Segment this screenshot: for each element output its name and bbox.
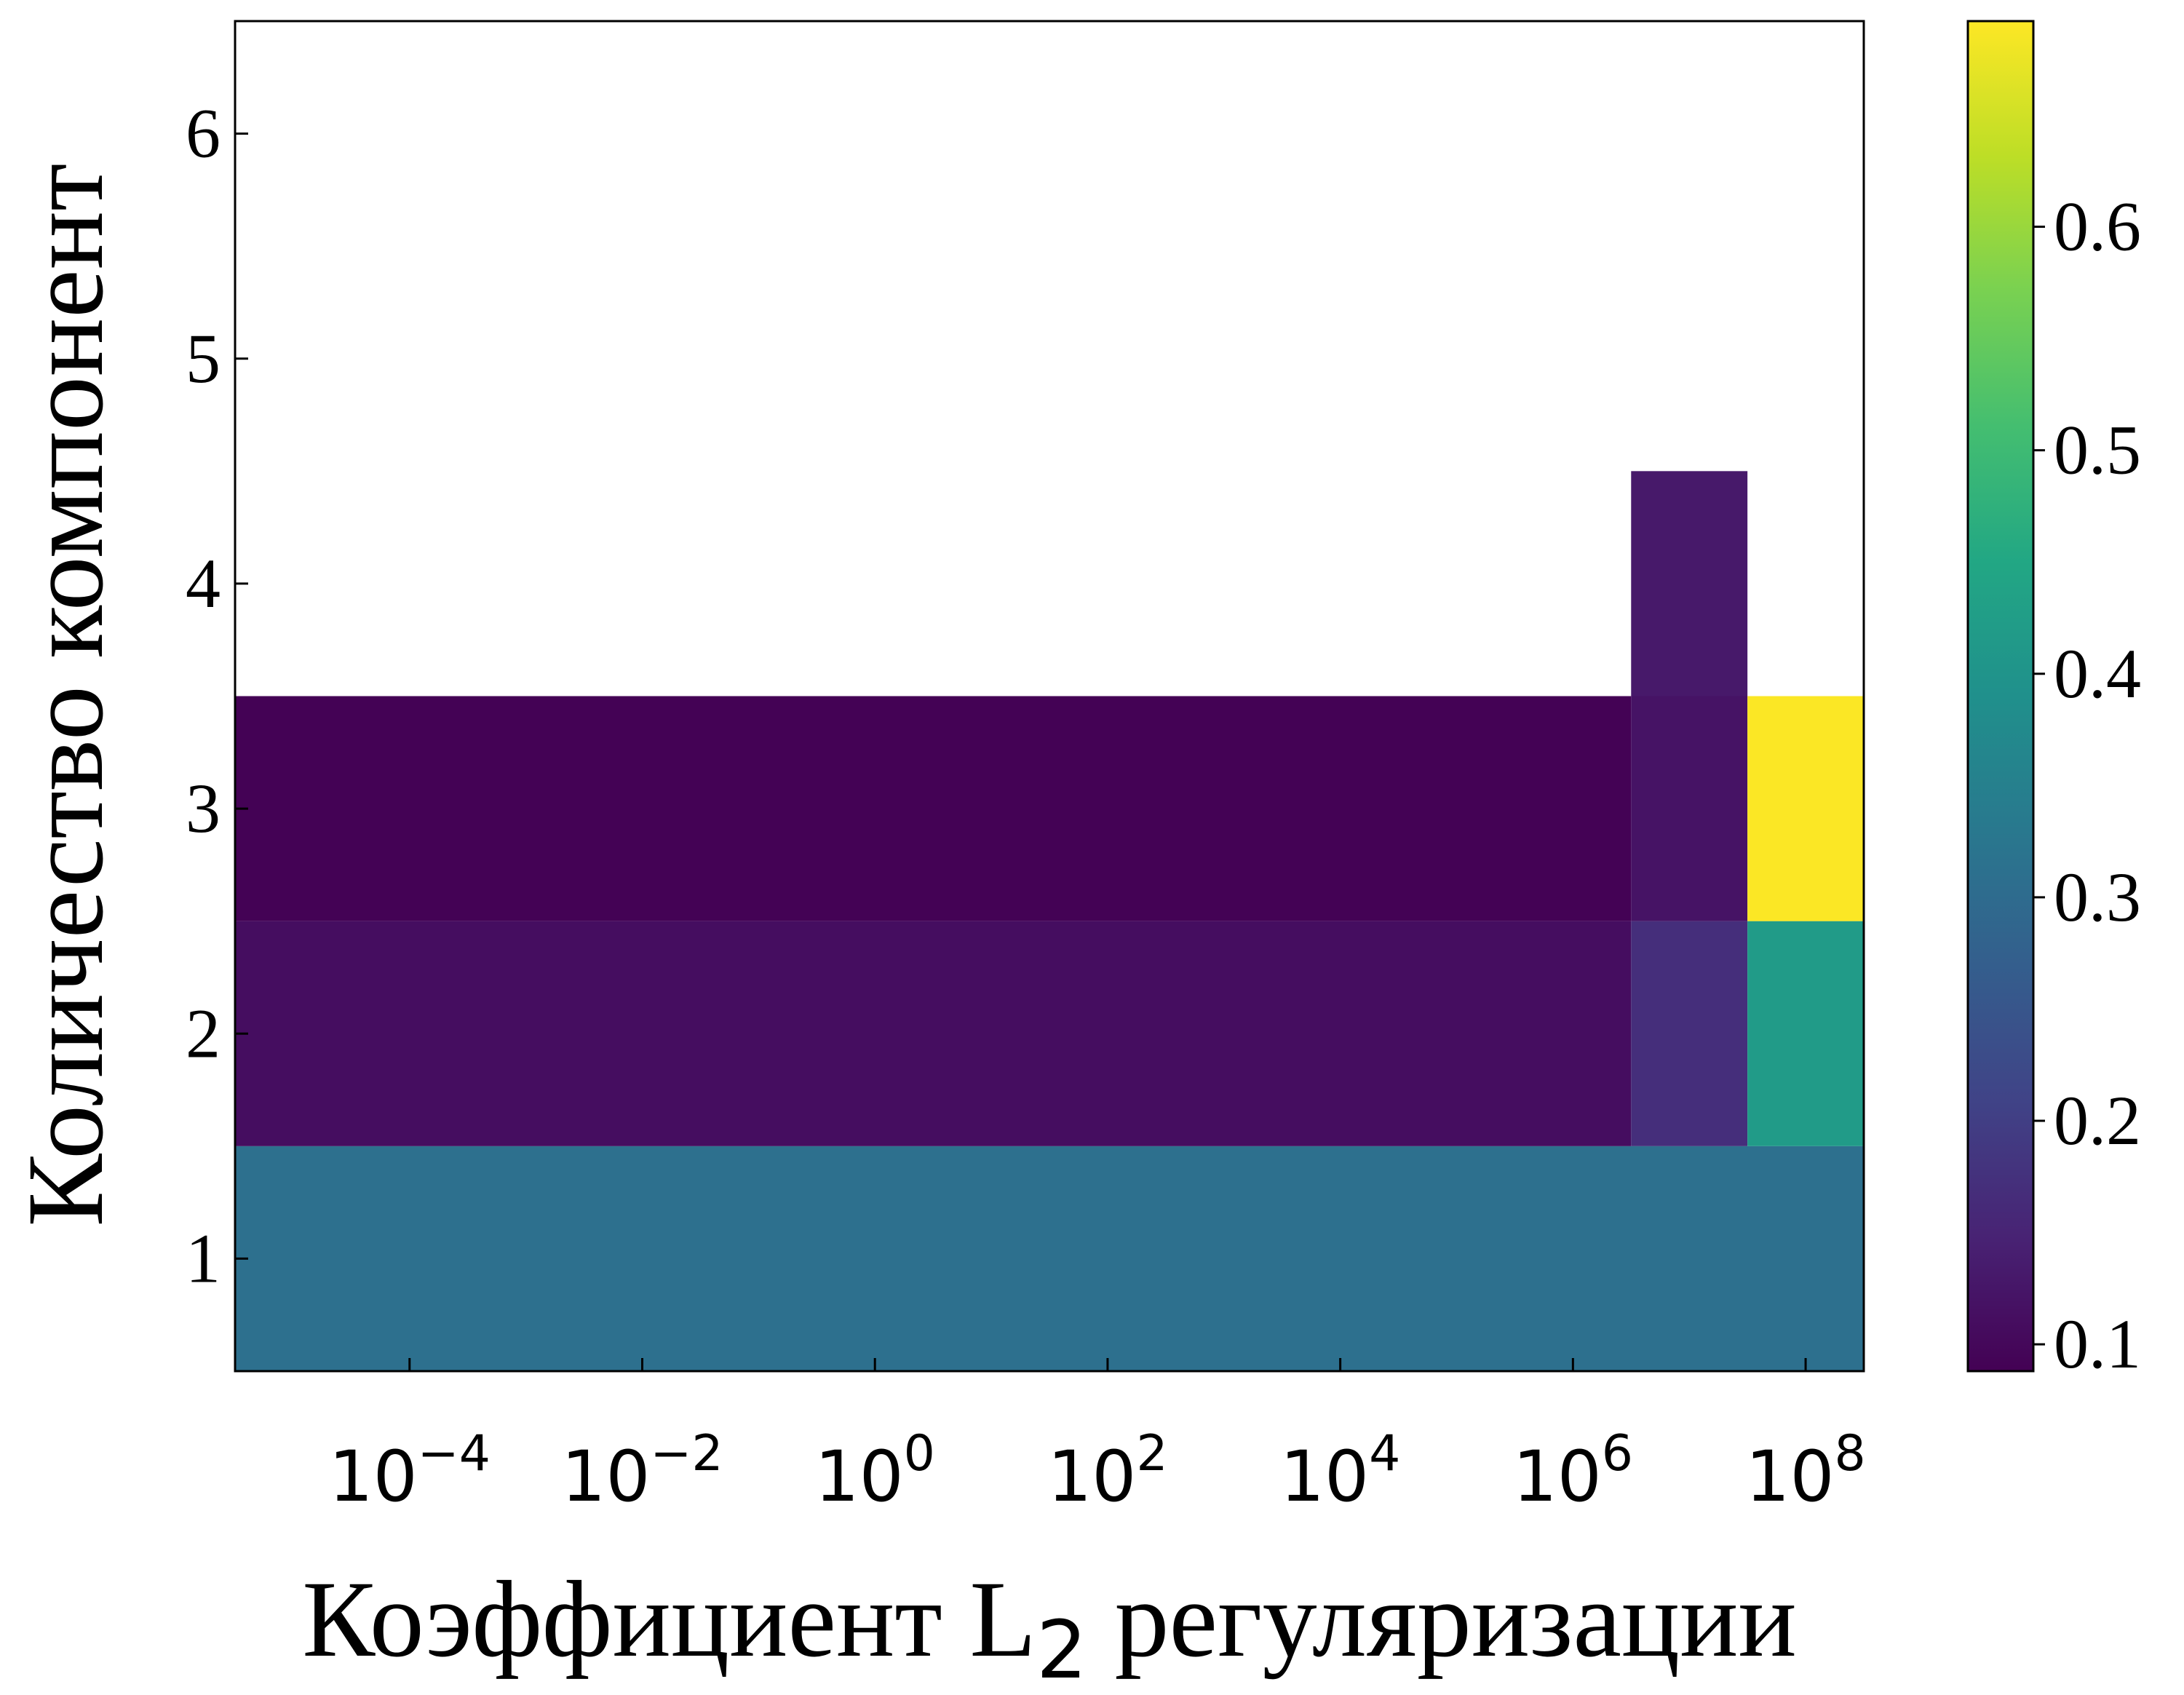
heatmap-cell-5 — [1631, 696, 1748, 921]
colorbar-tick-label-4: 0.5 — [2054, 411, 2141, 489]
x-tick-label-3: 102 — [1047, 1425, 1167, 1517]
heatmap-cell-4 — [235, 696, 1632, 921]
x-tick-label-6: 108 — [1745, 1425, 1865, 1517]
y-tick-label-5: 5 — [186, 319, 221, 397]
colorbar-frame — [1966, 20, 2035, 1373]
heatmap-cell-0 — [235, 1146, 1864, 1371]
colorbar-ticks: 0.1 0.2 0.3 0.4 0.5 0.6 — [2033, 188, 2141, 1383]
colorbar-tick-label-5: 0.6 — [2054, 188, 2141, 266]
colorbar-tick-label-1: 0.2 — [2054, 1081, 2141, 1159]
y-tick-label-4: 4 — [186, 544, 221, 622]
x-tick-label-0: 10−4 — [329, 1425, 491, 1517]
y-tick-label-2: 2 — [186, 994, 221, 1072]
x-tick-label-1: 10−2 — [561, 1425, 723, 1517]
x-tick-label-5: 106 — [1513, 1425, 1633, 1517]
x-tick-label-4: 104 — [1280, 1425, 1400, 1517]
colorbar-tick-label-0: 0.1 — [2054, 1305, 2141, 1383]
heatmap-cells — [235, 471, 1864, 1371]
y-axis-title: Количество компонент — [5, 163, 126, 1226]
heatmap-cell-2 — [1631, 921, 1748, 1146]
colorbar-tick-label-2: 0.3 — [2054, 858, 2141, 936]
heatmap-cell-7 — [1631, 471, 1748, 696]
x-axis-title: Коэффициент L2 регуляризации — [302, 1559, 1797, 1695]
y-axis: 1 2 3 4 5 6 — [186, 95, 248, 1297]
y-tick-label-1: 1 — [186, 1219, 221, 1297]
colorbar-gradient — [1968, 21, 2033, 1371]
x-axis: 10−4 10−2 100 102 104 106 108 — [329, 1358, 1866, 1517]
plot-frame — [234, 20, 1865, 1373]
x-tick-label-2: 100 — [815, 1425, 935, 1517]
heatmap-cell-6 — [1747, 696, 1864, 921]
y-tick-label-6: 6 — [186, 95, 221, 172]
heatmap-cell-3 — [1747, 921, 1864, 1146]
y-tick-label-3: 3 — [186, 769, 221, 847]
colorbar: 0.1 0.2 0.3 0.4 0.5 0.6 — [1966, 20, 2141, 1383]
heatmap-cell-1 — [235, 921, 1632, 1146]
colorbar-tick-label-3: 0.4 — [2054, 635, 2141, 712]
